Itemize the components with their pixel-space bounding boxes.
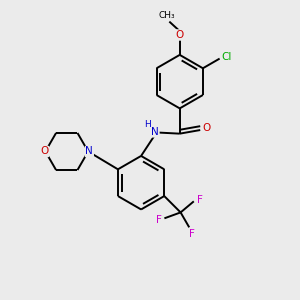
Text: Cl: Cl [221, 52, 231, 62]
Text: CH₃: CH₃ [159, 11, 175, 20]
Text: N: N [85, 146, 93, 157]
Text: O: O [40, 146, 48, 157]
Text: H: H [144, 120, 150, 129]
Text: F: F [155, 215, 161, 225]
Text: F: F [197, 195, 203, 205]
Text: F: F [189, 229, 195, 239]
Text: O: O [176, 30, 184, 40]
Text: O: O [202, 123, 211, 133]
Text: N: N [151, 127, 159, 137]
